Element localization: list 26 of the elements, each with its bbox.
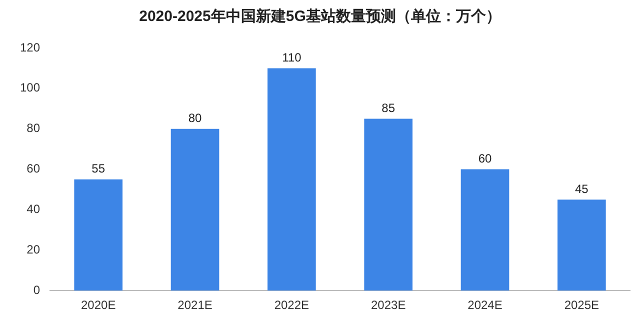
x-tick-label: 2021E (178, 298, 212, 312)
y-tick-label: 0 (33, 282, 40, 297)
bar (460, 169, 510, 291)
y-tick-label: 40 (26, 202, 40, 216)
data-label: 60 (478, 152, 492, 166)
data-label: 110 (282, 50, 302, 65)
y-tick-label: 20 (26, 242, 40, 256)
y-tick-label: 60 (26, 162, 40, 176)
x-tick-label: 2024E (468, 298, 502, 312)
x-tick-label: 2023E (370, 298, 406, 312)
y-tick-label: 120 (20, 40, 40, 54)
x-tick-label: 2022E (274, 298, 310, 312)
x-tick-label: 2020E (81, 298, 116, 312)
bar (558, 200, 606, 291)
bar (170, 128, 220, 291)
bar (74, 179, 123, 291)
bar (364, 118, 413, 291)
bar (268, 68, 316, 291)
y-tick-label: 100 (20, 80, 40, 95)
x-tick-label: 2025E (564, 298, 600, 312)
data-label: 85 (382, 101, 396, 116)
chart-title: 2020-2025年中国新建5G基站数量预测（单位：万个） (139, 7, 501, 26)
data-label: 80 (188, 111, 202, 126)
data-label: 45 (574, 182, 589, 196)
data-label: 55 (92, 162, 106, 176)
y-tick-label: 80 (26, 121, 40, 136)
